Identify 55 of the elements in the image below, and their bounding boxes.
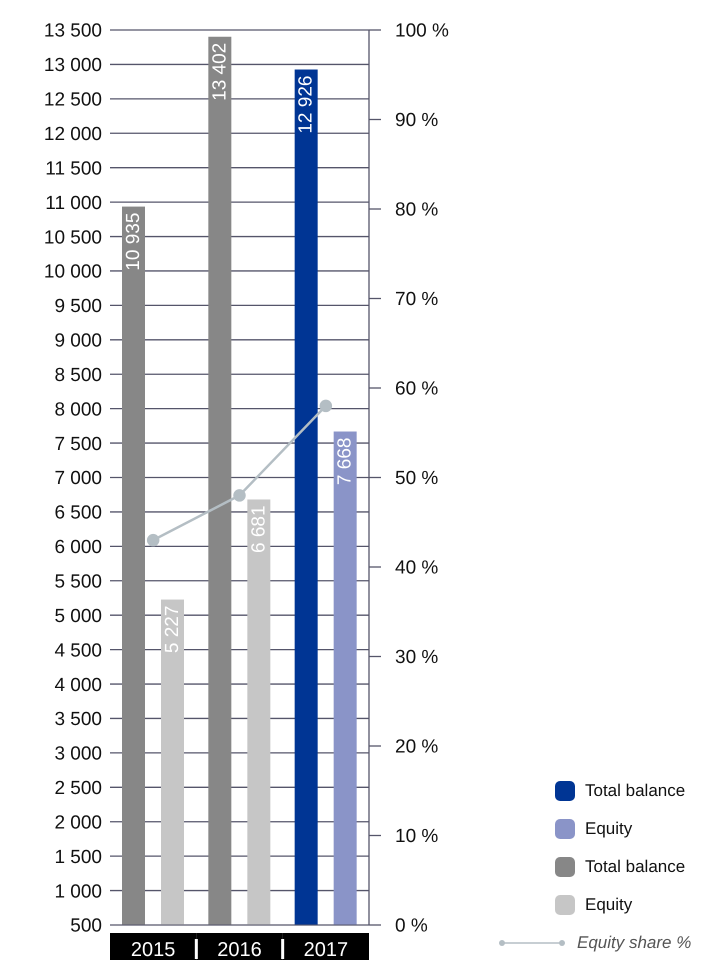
data-label: 13 402: [209, 42, 230, 101]
data-label: 7 668: [334, 438, 356, 486]
x-tick-label: 2015: [130, 939, 176, 960]
legend-label: Total balance: [585, 781, 686, 801]
y-tick-label: 7 500: [54, 434, 102, 455]
y-tick-label: 8 000: [54, 399, 102, 420]
x-tick-label: 2016: [217, 939, 262, 960]
y2-tick-label: 80 %: [395, 200, 438, 221]
y-tick-label: 6 500: [54, 502, 102, 524]
y-tick-label: 3 000: [54, 744, 102, 765]
y-tick-label: 4 500: [54, 640, 102, 662]
y-tick-label: 6 000: [54, 537, 102, 558]
y-tick-label: 4 000: [54, 674, 102, 696]
y-tick-label: 500: [70, 916, 102, 937]
y2-tick-label: 50 %: [395, 468, 438, 490]
y2-tick-label: 20 %: [395, 736, 438, 758]
point: [146, 534, 160, 546]
legend-label: Equity share %: [577, 933, 692, 953]
y-tick-label: 8 500: [54, 364, 102, 386]
y-tick-label: 2 500: [54, 778, 102, 800]
legend-label: Equity: [585, 819, 632, 839]
y-tick-label: 11 500: [45, 158, 102, 180]
y-tick-label: 9 000: [54, 330, 102, 352]
y-tick-label: 13 500: [44, 20, 102, 42]
legend-label: Total balance: [585, 857, 686, 877]
y-tick-label: 1 000: [54, 881, 102, 902]
y-tick-label: 12 000: [44, 124, 102, 146]
y2-tick-label: 100 %: [395, 20, 449, 42]
y-tick-label: 2 000: [54, 812, 102, 834]
y2-tick-label: 90 %: [395, 110, 438, 132]
y-tick-label: 10 000: [44, 262, 102, 283]
x-tick-label: 2017: [304, 939, 348, 960]
y-tick-label: 10 500: [44, 227, 102, 248]
point: [320, 400, 332, 412]
data-label: 12 926: [296, 76, 317, 134]
legend-label: Equity: [585, 895, 632, 915]
y2-tick-label: 70 %: [395, 289, 438, 310]
y2-tick-label: 0 %: [395, 916, 428, 937]
y-tick-label: 9 500: [54, 296, 102, 318]
data-label: 10 935: [123, 212, 144, 271]
y-tick-label: 13 000: [44, 55, 102, 76]
y-tick-label: 7 000: [54, 468, 102, 490]
y2-tick-label: 30 %: [395, 647, 438, 668]
point: [233, 489, 246, 502]
y-tick-label: 12 500: [44, 90, 102, 111]
y2-tick-label: 40 %: [395, 558, 438, 579]
y-tick-label: 5 000: [54, 606, 102, 627]
y-tick-label: 1 500: [54, 846, 102, 868]
y-tick-label: 5 500: [54, 572, 102, 593]
y-tick-label: 11 000: [45, 192, 102, 214]
data-label: 5 227: [162, 606, 183, 654]
y-tick-label: 3 500: [54, 709, 102, 730]
y2-tick-label: 60 %: [395, 378, 438, 400]
data-label: 6 681: [248, 505, 270, 554]
y2-tick-label: 10 %: [395, 826, 438, 848]
